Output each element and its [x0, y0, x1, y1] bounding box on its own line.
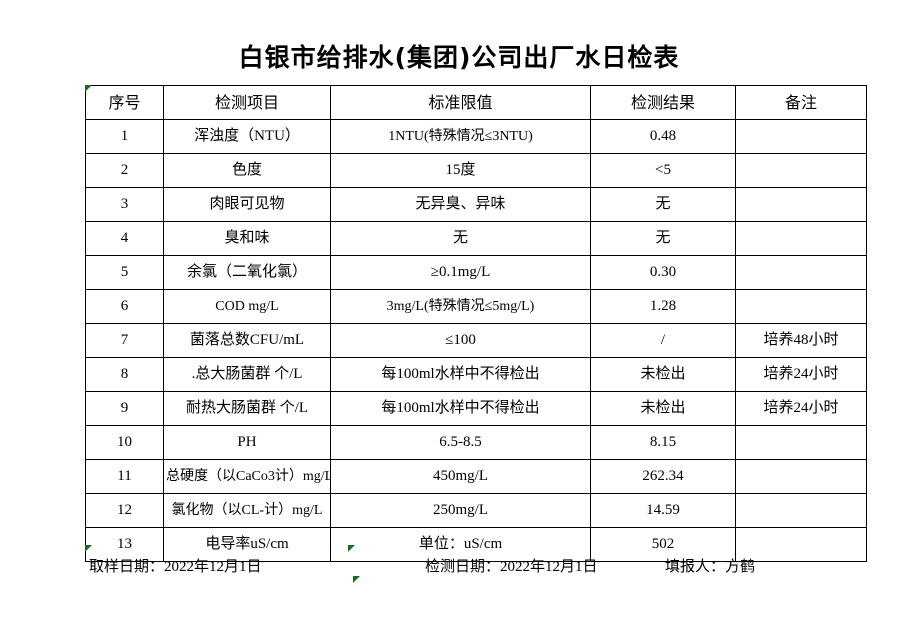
cell-standard: 每100ml水样中不得检出 — [330, 391, 591, 426]
table-header: 序号 检测项目 标准限值 检测结果 备注 — [85, 85, 867, 120]
cell-standard: 250mg/L — [330, 493, 591, 528]
table-row: 1 浑浊度（NTU） 1NTU(特殊情况≤3NTU) 0.48 — [85, 119, 867, 154]
table-header-row: 序号 检测项目 标准限值 检测结果 备注 — [85, 85, 867, 120]
cell-standard: 每100ml水样中不得检出 — [330, 357, 591, 392]
cell-standard: 3mg/L(特殊情况≤5mg/L) — [330, 289, 591, 324]
cell-no: 12 — [85, 493, 164, 528]
cell-no: 10 — [85, 425, 164, 460]
table-row: 3 肉眼可见物 无异臭、异味无 — [85, 187, 867, 222]
cell-result: 14.59 — [590, 493, 736, 528]
cell-standard: 15度 — [330, 153, 591, 188]
table-row: 9 耐热大肠菌群 个/L 每100ml水样中不得检出 未检出 培养24小时 — [85, 391, 867, 426]
cell-note — [735, 493, 867, 528]
cell-result: 262.34 — [590, 459, 736, 494]
page-title: 白银市给排水(集团)公司出厂水日检表 — [238, 43, 680, 72]
cell-note — [735, 527, 867, 562]
cell-item: 电导率uS/cm — [163, 527, 331, 562]
cell-standard: 6.5-8.5 — [330, 425, 591, 460]
cell-item: 耐热大肠菌群 个/L — [163, 391, 331, 426]
cell-note — [735, 425, 867, 460]
cell-result: 0.30 — [590, 255, 736, 290]
cell-result: 无 — [590, 187, 736, 222]
cell-item: 氯化物（以CL-计）mg/L — [163, 493, 331, 528]
cell-no: 1 — [85, 119, 164, 154]
cell-no: 6 — [85, 289, 164, 324]
cell-no: 4 — [85, 221, 164, 256]
cell-note: 培养48小时 — [735, 323, 867, 358]
cell-standard: ≤100 — [330, 323, 591, 358]
testing-date-label: 检测日期：2022年12月1日 — [425, 559, 598, 575]
cell-item: 菌落总数CFU/mL — [163, 323, 331, 358]
column-header-no: 序号 — [85, 85, 164, 120]
footer-info: 取样日期：2022年12月1日 检测日期：2022年12月1日 填报人：方鹤 — [85, 555, 875, 579]
cell-result: 未检出 — [590, 357, 736, 392]
cell-result: 8.15 — [590, 425, 736, 460]
cell-note — [735, 119, 867, 154]
cell-item: 总硬度（以CaCo3计）mg/L — [163, 459, 331, 494]
cell-item: 色度 — [163, 153, 331, 188]
water-quality-report-table: 序号 检测项目 标准限值 检测结果 备注 1 浑浊度（NTU） 1NTU(特殊情况≤… — [85, 85, 867, 562]
cell-result: 502 — [590, 527, 736, 562]
column-header-standard: 标准限值 — [330, 85, 591, 120]
cell-standard: 450mg/L — [330, 459, 591, 494]
cell-note — [735, 187, 867, 222]
cell-result: 0.48 — [590, 119, 736, 154]
cell-result: 无 — [590, 221, 736, 256]
sampling-date-label: 取样日期：2022年12月1日 — [89, 559, 262, 575]
table-row: 13 电导率uS/cm 单位：uS/cm 502 — [85, 527, 867, 562]
column-header-result: 检测结果 — [590, 85, 736, 120]
table-row: 4 臭和味无无 — [85, 221, 867, 256]
cell-note — [735, 153, 867, 188]
cell-item: 臭和味 — [163, 221, 331, 256]
cell-item: PH — [163, 425, 331, 460]
cell-no: 13 — [85, 527, 164, 562]
table-row: 2 色度 15度 <5 — [85, 153, 867, 188]
cell-no: 7 — [85, 323, 164, 358]
table-row: 6 COD mg/L 3mg/L(特殊情况≤5mg/L) 1.28 — [85, 289, 867, 324]
cell-standard: 1NTU(特殊情况≤3NTU) — [330, 119, 591, 154]
cell-note: 培养24小时 — [735, 357, 867, 392]
cell-result: / — [590, 323, 736, 358]
table-row: 8 .总大肠菌群 个/L 每100ml水样中不得检出 未检出 培养24小时 — [85, 357, 867, 392]
column-header-note: 备注 — [735, 85, 867, 120]
cell-no: 2 — [85, 153, 164, 188]
cell-note — [735, 459, 867, 494]
table-row: 7 菌落总数CFU/mL ≤100/培养48小时 — [85, 323, 867, 358]
cell-note — [735, 289, 867, 324]
cell-standard: 无异臭、异味 — [330, 187, 591, 222]
cell-result: 未检出 — [590, 391, 736, 426]
cell-note: 培养24小时 — [735, 391, 867, 426]
cell-item: .总大肠菌群 个/L — [163, 357, 331, 392]
table-row: 5 余氯（二氧化氯） ≥0.1mg/L 0.30 — [85, 255, 867, 290]
table-row: 11 总硬度（以CaCo3计）mg/L 450mg/L 262.34 — [85, 459, 867, 494]
column-header-item: 检测项目 — [163, 85, 331, 120]
cell-no: 8 — [85, 357, 164, 392]
cell-note — [735, 255, 867, 290]
reporter-label: 填报人：方鹤 — [665, 559, 756, 575]
cell-no: 5 — [85, 255, 164, 290]
table-row: 12 氯化物（以CL-计）mg/L 250mg/L 14.59 — [85, 493, 867, 528]
cell-item: 余氯（二氧化氯） — [163, 255, 331, 290]
table-row: 10 PH 6.5-8.5 8.15 — [85, 425, 867, 460]
cell-standard: ≥0.1mg/L — [330, 255, 591, 290]
cell-result: 1.28 — [590, 289, 736, 324]
cell-item: COD mg/L — [163, 289, 331, 324]
cell-no: 9 — [85, 391, 164, 426]
report-table-container: 序号 检测项目 标准限值 检测结果 备注 1 浑浊度（NTU） 1NTU(特殊情况≤… — [85, 85, 867, 562]
cell-item: 肉眼可见物 — [163, 187, 331, 222]
cell-result: <5 — [590, 153, 736, 188]
cell-no: 3 — [85, 187, 164, 222]
cell-standard: 无 — [330, 221, 591, 256]
table-body: 1 浑浊度（NTU） 1NTU(特殊情况≤3NTU) 0.48 2 色度 15度 <5 3 肉眼可… — [85, 119, 867, 562]
cell-no: 11 — [85, 459, 164, 494]
cell-item: 浑浊度（NTU） — [163, 119, 331, 154]
cell-note — [735, 221, 867, 256]
